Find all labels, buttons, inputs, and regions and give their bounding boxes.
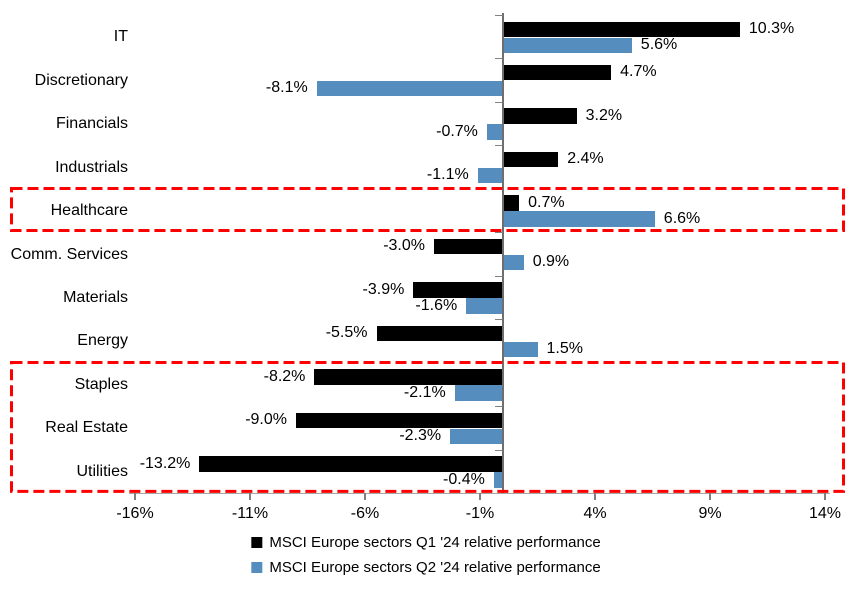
x-axis-tick: [134, 493, 136, 500]
legend: MSCI Europe sectors Q1 '24 relative perf…: [251, 534, 601, 576]
bar-q2-staples: [454, 385, 503, 401]
category-label-comm-services: Comm. Services: [10, 245, 128, 263]
value-label-q2-staples: -2.1%: [403, 383, 446, 401]
category-label-staples: Staples: [74, 375, 128, 393]
value-label-q2-utilities: -0.4%: [443, 470, 485, 488]
bar-q1-healthcare: [503, 195, 520, 211]
y-axis-tick: [495, 493, 503, 494]
y-axis-tick: [495, 406, 503, 408]
legend-swatch-q2-icon: [251, 562, 263, 573]
x-axis-tick-label: 14%: [808, 505, 842, 522]
category-label-industrials: Industrials: [55, 158, 128, 176]
value-label-q1-staples: -8.2%: [263, 367, 306, 385]
value-label-q1-financials: 3.2%: [585, 106, 623, 124]
category-label-healthcare: Healthcare: [50, 202, 128, 220]
x-axis-tick: [479, 493, 481, 500]
value-label-q1-it: 10.3%: [748, 20, 795, 37]
legend-label-q1: MSCI Europe sectors Q1 '24 relative perf…: [269, 534, 601, 551]
bar-q1-discretionary: [503, 64, 612, 81]
category-label-energy: Energy: [77, 332, 128, 350]
value-label-q1-energy: -5.5%: [325, 324, 368, 342]
value-label-q1-comm-services: -3.0%: [383, 237, 425, 255]
y-axis-tick: [495, 449, 503, 451]
category-label-it: IT: [113, 28, 128, 46]
bar-q1-it: [503, 21, 740, 37]
x-axis-tick-label: -16%: [116, 505, 154, 522]
value-label-q1-utilities: -13.2%: [139, 454, 191, 472]
value-label-q1-materials: -3.9%: [362, 280, 405, 298]
y-axis-tick: [495, 15, 503, 16]
y-axis-tick: [495, 319, 503, 321]
category-label-financials: Financials: [55, 115, 128, 133]
bar-q2-industrials: [477, 167, 503, 184]
x-axis-tick: [364, 493, 366, 500]
x-axis-tick-label: -6%: [350, 505, 380, 522]
value-label-q2-comm-services: 0.9%: [532, 253, 570, 271]
y-axis-tick: [495, 362, 503, 364]
bar-q1-materials: [413, 282, 503, 298]
category-label-real-estate: Real Estate: [45, 419, 128, 437]
bar-q2-materials: [466, 298, 503, 314]
y-axis-tick: [495, 275, 503, 277]
y-axis-tick: [495, 58, 503, 60]
x-axis-tick-label: 4%: [583, 505, 607, 522]
legend-item-q1: MSCI Europe sectors Q1 '24 relative perf…: [251, 534, 601, 551]
bar-q1-comm-services: [434, 238, 503, 255]
value-label-q1-healthcare: 0.7%: [528, 193, 565, 211]
highlight-box-healthcare: [10, 187, 845, 233]
y-axis-tick: [495, 145, 503, 147]
x-axis-tick: [709, 493, 711, 500]
bar-q2-real-estate: [450, 428, 503, 445]
legend-swatch-q1-icon: [251, 537, 263, 548]
value-label-q2-materials: -1.6%: [415, 296, 458, 314]
legend-label-q2: MSCI Europe sectors Q2 '24 relative perf…: [269, 559, 601, 576]
bar-q2-it: [503, 37, 632, 53]
value-label-q1-real-estate: -9.0%: [245, 411, 287, 429]
y-axis-tick: [495, 232, 503, 234]
y-axis-line: [502, 13, 504, 493]
value-label-q1-industrials: 2.4%: [567, 150, 604, 168]
bar-q2-financials: [486, 124, 503, 140]
bar-q2-healthcare: [503, 211, 655, 227]
value-label-q2-real-estate: -2.3%: [399, 427, 442, 445]
bar-q2-comm-services: [503, 254, 524, 271]
y-axis-tick: [495, 188, 503, 190]
value-label-q2-financials: -0.7%: [436, 122, 478, 140]
value-label-q1-discretionary: 4.7%: [620, 63, 657, 81]
x-axis-tick-label: -11%: [231, 505, 269, 522]
value-label-q2-energy: 1.5%: [546, 340, 583, 358]
category-label-utilities: Utilities: [76, 462, 128, 480]
legend-item-q2: MSCI Europe sectors Q2 '24 relative perf…: [251, 559, 601, 576]
bar-q1-financials: [503, 108, 577, 124]
value-label-q2-industrials: -1.1%: [426, 166, 469, 184]
category-label-materials: Materials: [63, 288, 128, 306]
x-axis-tick: [824, 493, 826, 500]
value-label-q2-healthcare: 6.6%: [663, 209, 701, 227]
x-axis-tick: [594, 493, 596, 500]
value-label-q2-it: 5.6%: [640, 36, 678, 53]
bar-q1-energy: [376, 325, 503, 342]
y-axis-tick: [495, 101, 503, 103]
category-label-discretionary: Discretionary: [34, 71, 128, 89]
value-label-q2-discretionary: -8.1%: [265, 79, 308, 97]
bar-q1-industrials: [503, 151, 559, 168]
x-axis-tick: [249, 493, 251, 500]
x-axis-tick-label: -1%: [465, 505, 495, 522]
bar-q2-discretionary: [316, 80, 503, 97]
bar-q2-energy: [503, 341, 538, 358]
x-axis-tick-label: 9%: [698, 505, 722, 522]
